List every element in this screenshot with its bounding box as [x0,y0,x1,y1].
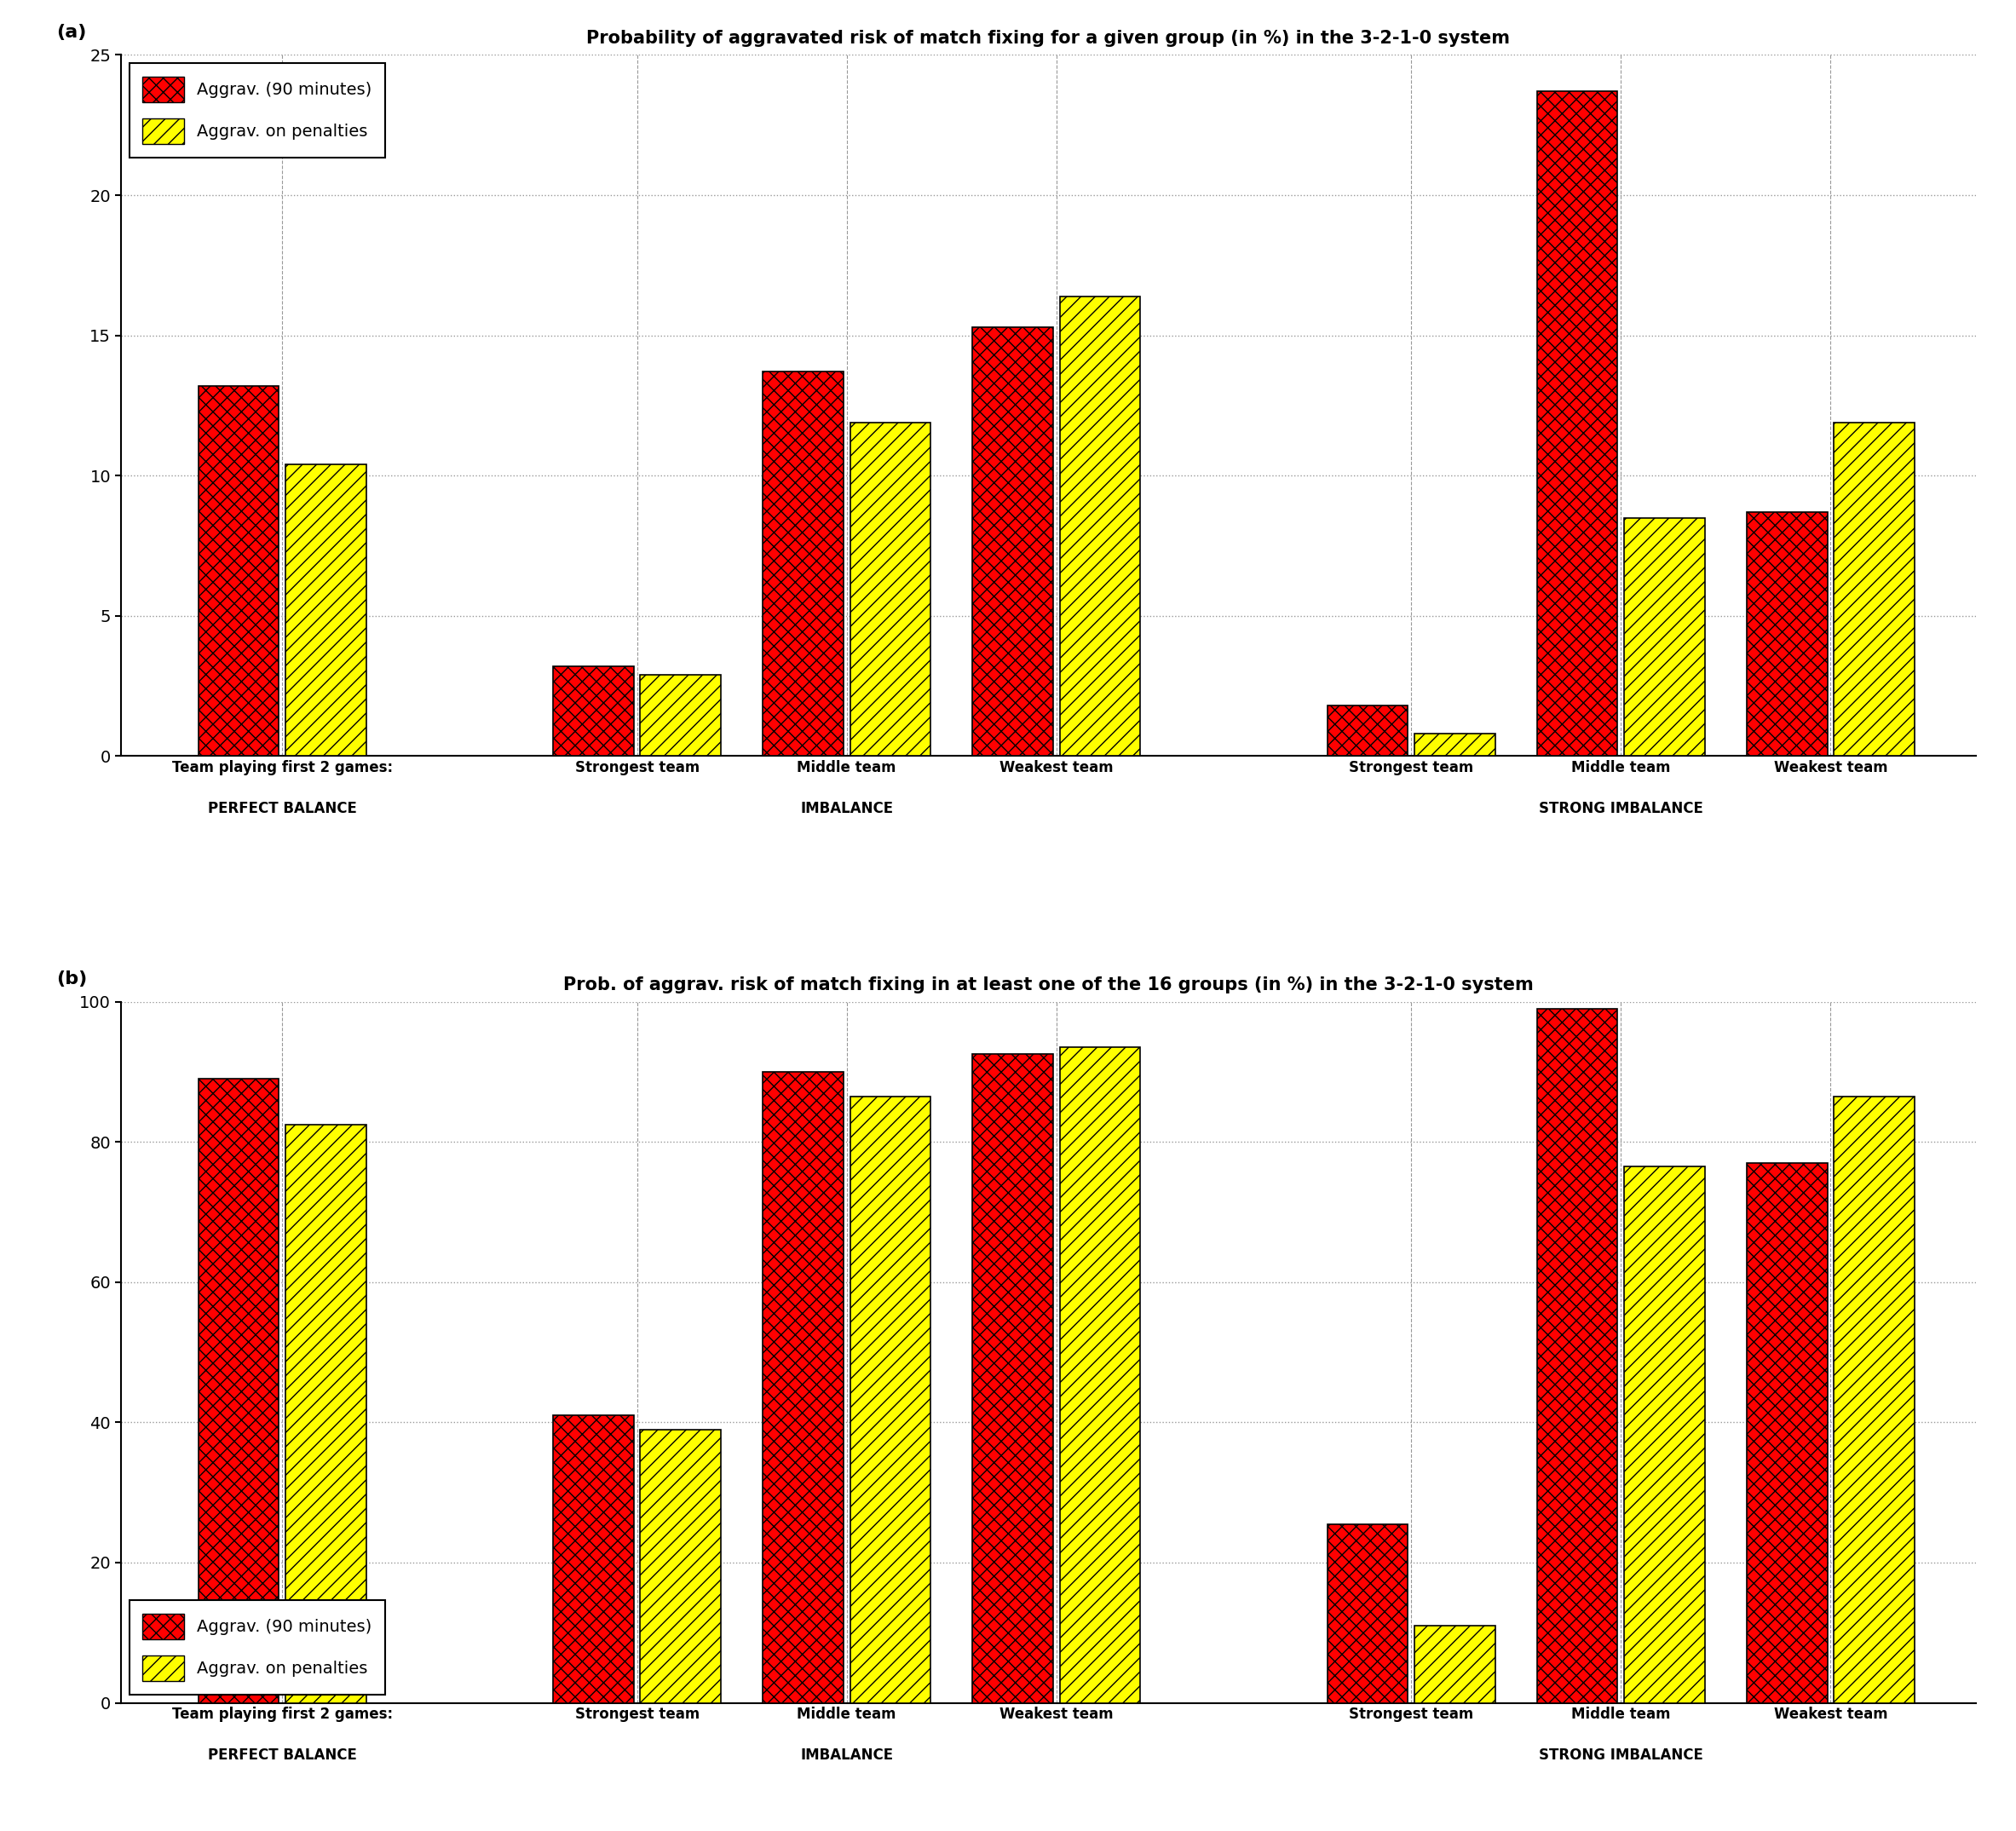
Bar [198,1078,278,1703]
Bar [1536,92,1617,756]
Bar [552,1415,633,1703]
Bar [762,1071,843,1703]
Bar [851,423,931,756]
Legend: Aggrav. (90 minutes), Aggrav. on penalties: Aggrav. (90 minutes), Aggrav. on penalti… [129,64,385,157]
Bar [1746,513,1826,756]
Bar [1835,1097,1915,1703]
Bar [1625,1166,1706,1703]
Text: IMBALANCE: IMBALANCE [800,802,893,817]
Bar [641,676,722,756]
Bar [972,1055,1052,1703]
Bar [552,666,633,756]
Bar [1536,1009,1617,1703]
Bar [198,386,278,756]
Text: STRONG IMBALANCE: STRONG IMBALANCE [1538,1749,1704,1763]
Legend: Aggrav. (90 minutes), Aggrav. on penalties: Aggrav. (90 minutes), Aggrav. on penalti… [129,1600,385,1694]
Bar [1327,1523,1407,1703]
Text: (b): (b) [56,970,87,987]
Bar [1746,1163,1826,1703]
Bar [1415,1626,1496,1703]
Bar [641,1430,722,1703]
Text: STRONG IMBALANCE: STRONG IMBALANCE [1538,802,1704,817]
Text: (a): (a) [56,24,87,40]
Text: PERFECT BALANCE: PERFECT BALANCE [208,802,357,817]
Bar [1327,705,1407,756]
Bar [1415,734,1496,756]
Text: PERFECT BALANCE: PERFECT BALANCE [208,1749,357,1763]
Bar [972,328,1052,756]
Title: Prob. of aggrav. risk of match fixing in at least one of the 16 groups (in %) in: Prob. of aggrav. risk of match fixing in… [562,976,1534,992]
Text: IMBALANCE: IMBALANCE [800,1749,893,1763]
Bar [851,1097,931,1703]
Bar [286,1124,367,1703]
Bar [1060,1047,1141,1703]
Bar [1060,297,1141,756]
Bar [1835,423,1915,756]
Title: Probability of aggravated risk of match fixing for a given group (in %) in the 3: Probability of aggravated risk of match … [587,29,1510,46]
Bar [1625,518,1706,756]
Bar [286,465,367,756]
Bar [762,372,843,756]
